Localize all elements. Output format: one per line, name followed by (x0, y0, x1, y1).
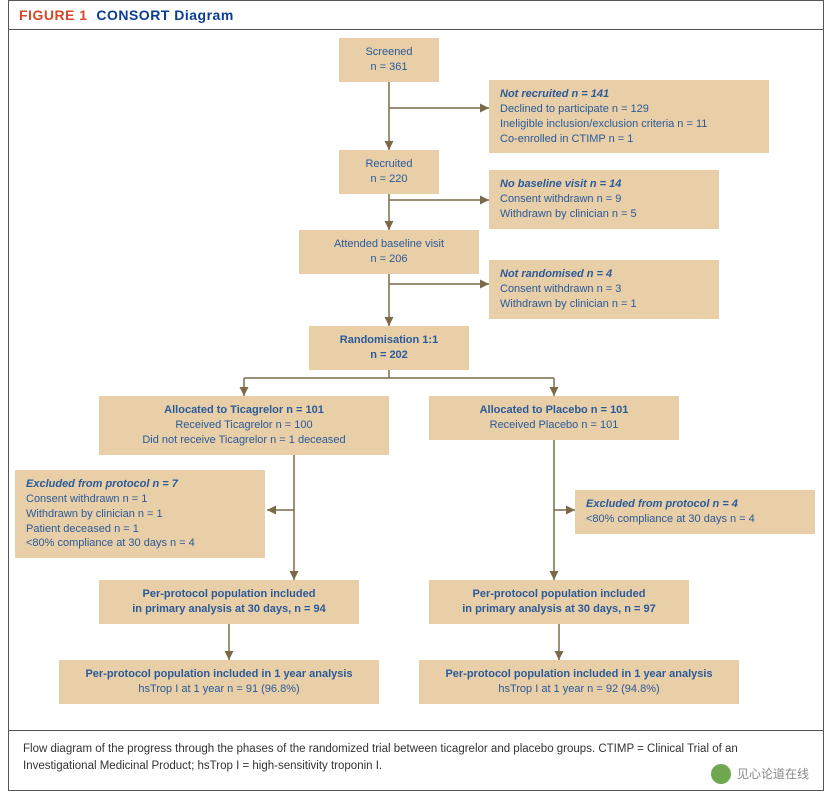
label: Consent withdrawn n = 3 (500, 282, 708, 297)
node-allocated-ticagrelor: Allocated to Ticagrelor n = 101 Received… (99, 396, 389, 455)
label: Co-enrolled in CTIMP n = 1 (500, 132, 758, 147)
label: Withdrawn by clinician n = 1 (26, 507, 254, 522)
label: Screened (350, 45, 428, 60)
label: Did not receive Ticagrelor n = 1 decease… (110, 433, 378, 448)
label: Per-protocol population included (110, 587, 348, 602)
label: n = 202 (320, 348, 458, 363)
label: n = 206 (310, 252, 468, 267)
label: Withdrawn by clinician n = 5 (500, 207, 708, 222)
label: hsTrop I at 1 year n = 91 (96.8%) (70, 682, 368, 697)
label: hsTrop I at 1 year n = 92 (94.8%) (430, 682, 728, 697)
label: n = 220 (350, 172, 428, 187)
node-pp1y-placebo: Per-protocol population included in 1 ye… (419, 660, 739, 704)
node-not-randomised: Not randomised n = 4 Consent withdrawn n… (489, 260, 719, 319)
label: No baseline visit n = 14 (500, 177, 708, 192)
node-pp30-placebo: Per-protocol population included in prim… (429, 580, 689, 624)
label: Per-protocol population included (440, 587, 678, 602)
label: Attended baseline visit (310, 237, 468, 252)
node-excluded-placebo: Excluded from protocol n = 4 <80% compli… (575, 490, 815, 534)
figure-caption: Flow diagram of the progress through the… (9, 730, 823, 790)
node-randomisation: Randomisation 1:1 n = 202 (309, 326, 469, 370)
label: Excluded from protocol n = 7 (26, 477, 254, 492)
label: Consent withdrawn n = 1 (26, 492, 254, 507)
node-pp1y-ticagrelor: Per-protocol population included in 1 ye… (59, 660, 379, 704)
label: Received Placebo n = 101 (440, 418, 668, 433)
label: Allocated to Placebo n = 101 (440, 403, 668, 418)
node-pp30-ticagrelor: Per-protocol population included in prim… (99, 580, 359, 624)
label: Received Ticagrelor n = 100 (110, 418, 378, 433)
figure-container: FIGURE 1 CONSORT Diagram Screened n = 36… (8, 0, 824, 791)
node-attended: Attended baseline visit n = 206 (299, 230, 479, 274)
label: Ineligible inclusion/exclusion criteria … (500, 117, 758, 132)
watermark: 见心论道在线 (711, 764, 809, 784)
label: Allocated to Ticagrelor n = 101 (110, 403, 378, 418)
label: Consent withdrawn n = 9 (500, 192, 708, 207)
label: Excluded from protocol n = 4 (586, 497, 804, 512)
label: Not randomised n = 4 (500, 267, 708, 282)
label: Declined to participate n = 129 (500, 102, 758, 117)
label: Randomisation 1:1 (320, 333, 458, 348)
label: <80% compliance at 30 days n = 4 (26, 536, 254, 551)
node-no-baseline: No baseline visit n = 14 Consent withdra… (489, 170, 719, 229)
label: Not recruited n = 141 (500, 87, 758, 102)
label: in primary analysis at 30 days, n = 94 (110, 602, 348, 617)
watermark-text: 见心论道在线 (737, 765, 809, 782)
node-excluded-ticagrelor: Excluded from protocol n = 7 Consent wit… (15, 470, 265, 558)
figure-title-bar: FIGURE 1 CONSORT Diagram (9, 1, 823, 30)
node-screened: Screened n = 361 (339, 38, 439, 82)
figure-title: CONSORT Diagram (96, 7, 233, 23)
node-recruited: Recruited n = 220 (339, 150, 439, 194)
label: Per-protocol population included in 1 ye… (430, 667, 728, 682)
node-not-recruited: Not recruited n = 141 Declined to partic… (489, 80, 769, 153)
wechat-icon (711, 764, 731, 784)
consort-diagram: Screened n = 361 Not recruited n = 141 D… (9, 30, 821, 730)
label: n = 361 (350, 60, 428, 75)
figure-number: FIGURE 1 (19, 7, 88, 23)
label: Recruited (350, 157, 428, 172)
label: Patient deceased n = 1 (26, 522, 254, 537)
label: Per-protocol population included in 1 ye… (70, 667, 368, 682)
label: <80% compliance at 30 days n = 4 (586, 512, 804, 527)
node-allocated-placebo: Allocated to Placebo n = 101 Received Pl… (429, 396, 679, 440)
label: in primary analysis at 30 days, n = 97 (440, 602, 678, 617)
label: Withdrawn by clinician n = 1 (500, 297, 708, 312)
